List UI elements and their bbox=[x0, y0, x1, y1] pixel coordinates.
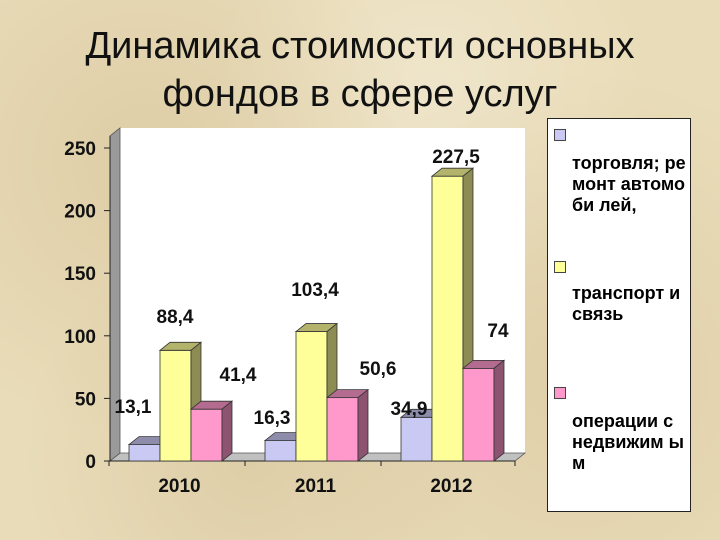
bar-front-1-0 bbox=[159, 349, 192, 462]
y-tick-label: 150 bbox=[64, 264, 96, 285]
legend-swatch-real-estate bbox=[554, 387, 566, 399]
y-tick-label: 250 bbox=[64, 139, 96, 160]
bar-front-1-1 bbox=[295, 331, 328, 462]
data-label: 41,4 bbox=[220, 365, 257, 386]
bar-side-2-2 bbox=[493, 359, 505, 462]
data-label: 103,4 bbox=[291, 280, 339, 301]
chart-title: Динамика стоимости основных фондов в сфе… bbox=[0, 22, 720, 118]
data-label: 13,1 bbox=[115, 397, 152, 418]
legend-swatch-transport bbox=[554, 261, 566, 273]
bar-front-2-1 bbox=[326, 397, 359, 462]
bar-front-2-2 bbox=[462, 367, 495, 462]
legend-label-transport: транспорт и связь bbox=[572, 283, 681, 324]
y-tick-label: 200 bbox=[64, 202, 96, 223]
bar-front-0-1 bbox=[264, 440, 297, 462]
x-tick-label: 2012 bbox=[430, 476, 472, 497]
bar-side-2-1 bbox=[357, 388, 369, 462]
y-tick-label: 50 bbox=[75, 389, 96, 410]
y-tick-label: 0 bbox=[85, 452, 96, 473]
chart-back-wall bbox=[120, 128, 525, 453]
y-tick-label: 100 bbox=[64, 327, 96, 348]
bar-front-2-0 bbox=[190, 408, 223, 462]
bar-front-0-2 bbox=[400, 416, 433, 462]
bar-front-1-2 bbox=[431, 175, 464, 462]
chart-title-line-2: фондов в сфере услуг bbox=[162, 73, 558, 115]
data-label: 88,4 bbox=[157, 307, 194, 328]
data-label: 74 bbox=[487, 321, 509, 342]
x-tick-label: 2010 bbox=[158, 476, 200, 497]
chart-title-line-1: Динамика стоимости основных bbox=[85, 25, 635, 67]
legend-swatch-trade bbox=[554, 129, 566, 141]
data-label: 227,5 bbox=[432, 147, 480, 168]
legend-label-trade: торговля; ремонт автомоби лей, bbox=[572, 153, 686, 215]
bar-front-0-0 bbox=[128, 444, 161, 462]
bar-side-2-0 bbox=[221, 400, 233, 462]
legend-label-real-estate: операции с недвижим ым bbox=[572, 411, 684, 473]
data-label: 16,3 bbox=[254, 408, 291, 429]
chart-legend: торговля; ремонт автомоби лей, транспорт… bbox=[547, 118, 691, 512]
data-label: 34,9 bbox=[391, 399, 428, 420]
data-label: 50,6 bbox=[360, 359, 397, 380]
x-tick-label: 2011 bbox=[295, 476, 337, 497]
